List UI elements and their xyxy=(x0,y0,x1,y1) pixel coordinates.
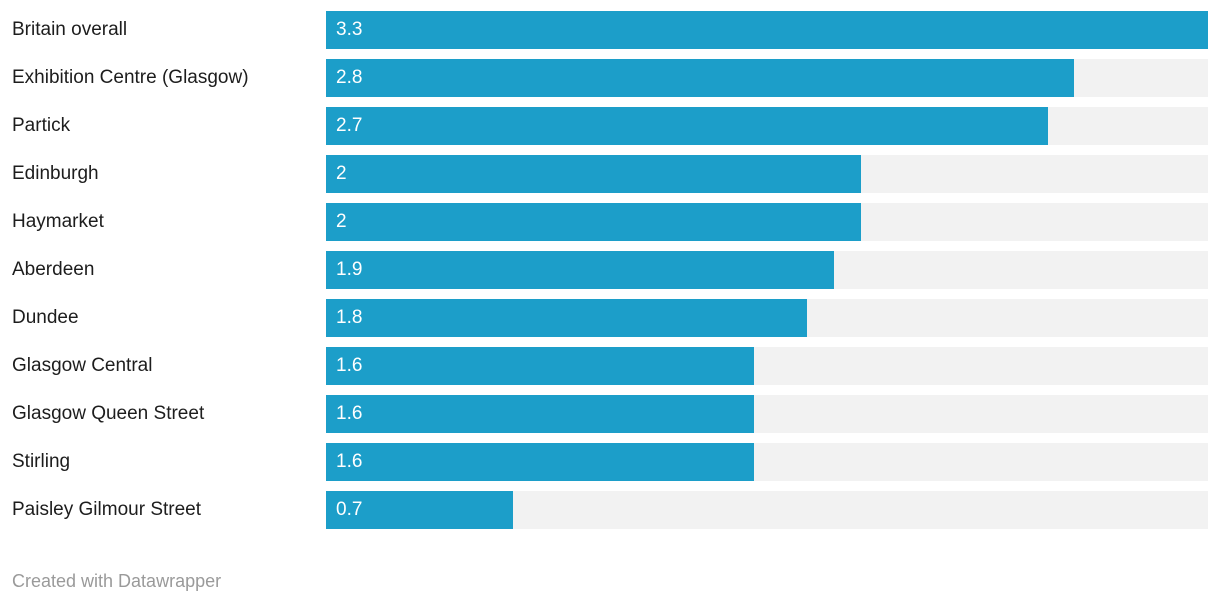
bar-row: Stirling 1.6 xyxy=(0,443,1220,481)
bar-track: 1.6 xyxy=(326,443,1208,481)
value-label: 1.8 xyxy=(336,307,363,328)
bar[interactable]: 2.8 xyxy=(326,59,1075,97)
bar[interactable]: 1.6 xyxy=(326,443,754,481)
category-label: Dundee xyxy=(12,307,79,328)
bar[interactable]: 2 xyxy=(326,203,861,241)
bar-row: Dundee 1.8 xyxy=(0,299,1220,337)
bar-row: Haymarket 2 xyxy=(0,203,1220,241)
bar[interactable]: 0.7 xyxy=(326,491,514,529)
value-label: 2 xyxy=(336,163,347,184)
category-label: Paisley Gilmour Street xyxy=(12,499,202,520)
bar-row: Paisley Gilmour Street 0.7 xyxy=(0,491,1220,529)
value-label: 3.3 xyxy=(336,19,363,40)
category-label: Glasgow Queen Street xyxy=(12,403,205,424)
bar[interactable]: 2.7 xyxy=(326,107,1048,145)
value-label: 1.9 xyxy=(336,259,363,280)
value-label: 2 xyxy=(336,211,347,232)
bar-track: 2.8 xyxy=(326,59,1208,97)
value-label: 0.7 xyxy=(336,499,363,520)
bar[interactable]: 1.6 xyxy=(326,347,754,385)
bar-track: 1.8 xyxy=(326,299,1208,337)
bar-track: 3.3 xyxy=(326,11,1208,49)
bar-row: Glasgow Central 1.6 xyxy=(0,347,1220,385)
value-label: 1.6 xyxy=(336,451,363,472)
value-label: 1.6 xyxy=(336,355,363,376)
bar[interactable]: 3.3 xyxy=(326,11,1208,49)
bar-track: 2.7 xyxy=(326,107,1208,145)
category-label: Haymarket xyxy=(12,211,104,232)
category-label: Exhibition Centre (Glasgow) xyxy=(12,67,249,88)
bar-rows-container: Britain overall 3.3 Exhibition Centre (Gla… xyxy=(0,11,1220,529)
bar[interactable]: 1.8 xyxy=(326,299,808,337)
bar-track: 1.6 xyxy=(326,347,1208,385)
bar-row: Edinburgh 2 xyxy=(0,155,1220,193)
bar[interactable]: 1.9 xyxy=(326,251,834,289)
category-label: Glasgow Central xyxy=(12,355,153,376)
bar-row: Exhibition Centre (Glasgow) 2.8 xyxy=(0,59,1220,97)
bar-row: Glasgow Queen Street 1.6 xyxy=(0,395,1220,433)
datawrapper-attribution: Created with Datawrapper xyxy=(12,571,222,591)
bar-track: 2 xyxy=(326,155,1208,193)
bar-track: 1.9 xyxy=(326,251,1208,289)
category-label: Partick xyxy=(12,115,71,136)
value-label: 1.6 xyxy=(336,403,363,424)
bar[interactable]: 1.6 xyxy=(326,395,754,433)
bar-track: 1.6 xyxy=(326,395,1208,433)
bar-row: Partick 2.7 xyxy=(0,107,1220,145)
value-label: 2.7 xyxy=(336,115,363,136)
bar-row: Aberdeen 1.9 xyxy=(0,251,1220,289)
bar-chart: Britain overall 3.3 Exhibition Centre (Gla… xyxy=(0,11,1220,591)
category-label: Britain overall xyxy=(12,19,128,40)
category-label: Edinburgh xyxy=(12,163,99,184)
value-label: 2.8 xyxy=(336,67,363,88)
bar-row: Britain overall 3.3 xyxy=(0,11,1220,49)
category-label: Aberdeen xyxy=(12,259,95,280)
bar-track: 2 xyxy=(326,203,1208,241)
bar[interactable]: 2 xyxy=(326,155,861,193)
category-label: Stirling xyxy=(12,451,71,472)
bar-track: 0.7 xyxy=(326,491,1208,529)
